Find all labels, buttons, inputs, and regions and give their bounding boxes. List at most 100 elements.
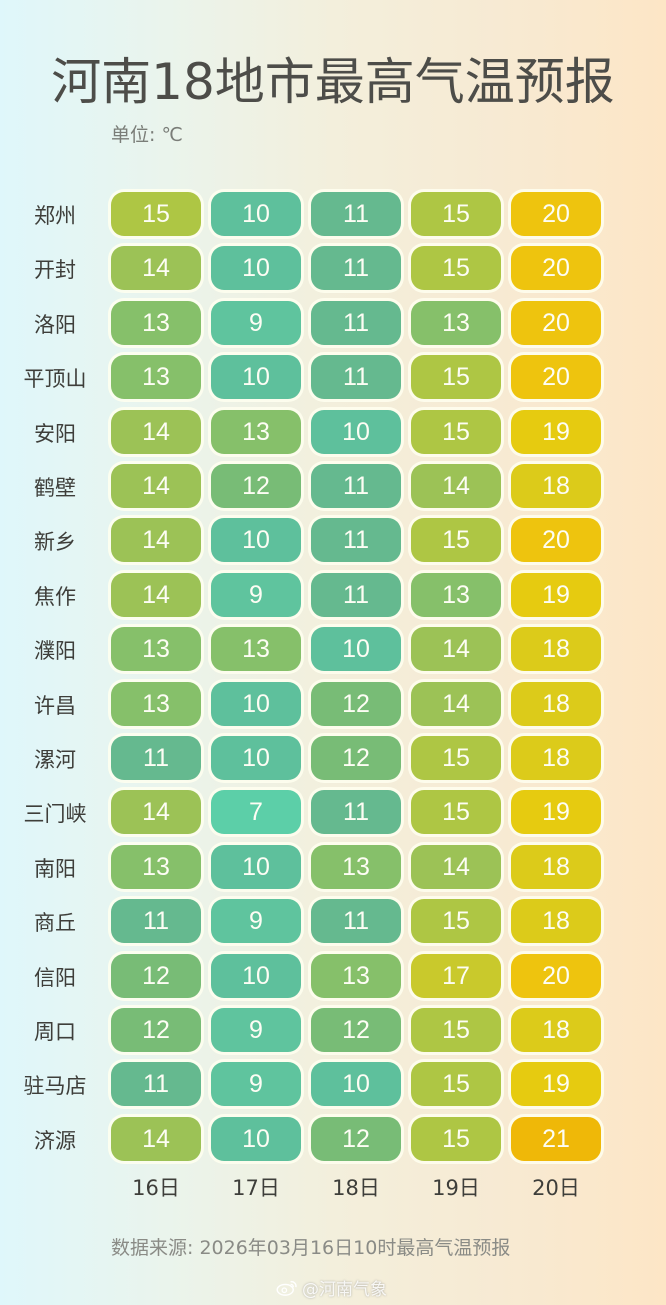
temperature-cell: 20 bbox=[511, 518, 601, 563]
temperature-cell: 11 bbox=[311, 790, 401, 835]
temperature-cell: 18 bbox=[511, 464, 601, 508]
unit-label: 单位: ℃ bbox=[111, 124, 183, 146]
temperature-cell: 13 bbox=[111, 300, 201, 345]
row-label-city: 洛阳 bbox=[34, 312, 76, 337]
temperature-cell: 18 bbox=[511, 736, 601, 780]
temperature-cell: 10 bbox=[211, 953, 301, 998]
temperature-cell: 20 bbox=[511, 300, 601, 345]
row-label-city: 商丘 bbox=[34, 911, 76, 936]
temperature-cell: 14 bbox=[411, 844, 501, 889]
row-label-city: 濮阳 bbox=[34, 639, 76, 664]
temperature-cell: 13 bbox=[211, 627, 301, 672]
row-label-city: 漯河 bbox=[34, 748, 76, 772]
temperature-cell: 20 bbox=[511, 953, 601, 998]
temperature-cell: 10 bbox=[211, 518, 301, 563]
temperature-cell: 14 bbox=[411, 627, 501, 672]
temperature-cell: 15 bbox=[411, 1116, 501, 1161]
row-label-city: 平顶山 bbox=[23, 367, 87, 392]
temperature-cell: 18 bbox=[511, 899, 601, 944]
temperature-cell: 12 bbox=[111, 1008, 201, 1052]
temperature-cell: 12 bbox=[311, 1116, 401, 1161]
temperature-cell: 11 bbox=[311, 192, 401, 236]
temperature-cell: 21 bbox=[511, 1116, 601, 1161]
temperature-cell: 15 bbox=[411, 192, 501, 236]
temperature-cell: 10 bbox=[211, 355, 301, 400]
temperature-cell: 9 bbox=[211, 572, 301, 617]
temperature-cell: 11 bbox=[311, 355, 401, 400]
temperature-cell: 18 bbox=[511, 681, 601, 726]
row-label-city: 郑州 bbox=[34, 204, 76, 228]
row-label-city: 三门峡 bbox=[23, 802, 87, 827]
temperature-cell: 11 bbox=[311, 464, 401, 508]
temperature-cell: 10 bbox=[311, 1062, 401, 1107]
temperature-cell: 20 bbox=[511, 246, 601, 291]
temperature-cell: 13 bbox=[111, 844, 201, 889]
row-label-city: 周口 bbox=[34, 1020, 76, 1044]
row-label-city: 驻马店 bbox=[23, 1074, 87, 1099]
temperature-cell: 13 bbox=[411, 572, 501, 617]
temperature-cell: 15 bbox=[411, 899, 501, 944]
temperature-cell: 10 bbox=[311, 409, 401, 454]
temperature-cell: 15 bbox=[411, 1062, 501, 1107]
temperature-cell: 10 bbox=[211, 1116, 301, 1161]
temperature-cell: 15 bbox=[411, 355, 501, 400]
temperature-cell: 14 bbox=[111, 790, 201, 835]
temperature-cell: 11 bbox=[311, 246, 401, 291]
temperature-cell: 13 bbox=[311, 953, 401, 998]
row-label-city: 南阳 bbox=[34, 856, 76, 881]
temperature-cell: 15 bbox=[411, 409, 501, 454]
column-label-date: 19日 bbox=[432, 1176, 480, 1200]
row-label-city: 焦作 bbox=[34, 584, 76, 609]
temperature-cell: 10 bbox=[211, 192, 301, 236]
temperature-cell: 11 bbox=[311, 572, 401, 617]
column-label-date: 20日 bbox=[532, 1176, 580, 1200]
data-source-note: 数据来源: 2026年03月16日10时最高气温预报 bbox=[111, 1237, 511, 1259]
temperature-cell: 10 bbox=[211, 681, 301, 726]
temperature-cell: 7 bbox=[211, 790, 301, 835]
temperature-cell: 15 bbox=[411, 736, 501, 780]
temperature-cell: 15 bbox=[411, 246, 501, 291]
temperature-cell: 10 bbox=[311, 627, 401, 672]
row-label-city: 信阳 bbox=[34, 965, 76, 990]
temperature-cell: 14 bbox=[111, 1116, 201, 1161]
temperature-cell: 10 bbox=[211, 246, 301, 291]
temperature-cell: 19 bbox=[511, 790, 601, 835]
row-label-city: 济源 bbox=[34, 1128, 76, 1153]
temperature-cell: 12 bbox=[311, 681, 401, 726]
temperature-cell: 10 bbox=[211, 844, 301, 889]
temperature-cell: 12 bbox=[311, 736, 401, 780]
temperature-cell: 18 bbox=[511, 627, 601, 672]
temperature-cell: 17 bbox=[411, 953, 501, 998]
temperature-cell: 18 bbox=[511, 844, 601, 889]
temperature-cell: 13 bbox=[411, 300, 501, 345]
temperature-cell: 11 bbox=[111, 899, 201, 944]
temperature-cell: 11 bbox=[111, 1062, 201, 1107]
row-label-city: 许昌 bbox=[34, 693, 76, 718]
temperature-cell: 9 bbox=[211, 300, 301, 345]
temperature-cell: 20 bbox=[511, 192, 601, 236]
column-label-date: 17日 bbox=[232, 1176, 280, 1200]
row-label-city: 开封 bbox=[34, 258, 76, 283]
temperature-cell: 19 bbox=[511, 572, 601, 617]
row-label-city: 新乡 bbox=[34, 530, 76, 555]
temperature-cell: 15 bbox=[411, 790, 501, 835]
chart-title: 河南18地市最高气温预报 bbox=[51, 53, 615, 111]
temperature-cell: 11 bbox=[311, 518, 401, 563]
temperature-cell: 14 bbox=[111, 409, 201, 454]
temperature-cell: 15 bbox=[111, 192, 201, 236]
temperature-cell: 12 bbox=[211, 464, 301, 508]
temperature-cell: 14 bbox=[111, 246, 201, 291]
watermark: @河南气象 bbox=[276, 1275, 387, 1300]
temperature-cell: 13 bbox=[111, 355, 201, 400]
temperature-cell: 9 bbox=[211, 899, 301, 944]
temperature-cell: 12 bbox=[111, 953, 201, 998]
temperature-cell: 14 bbox=[111, 518, 201, 563]
temperature-cell: 20 bbox=[511, 355, 601, 400]
temperature-cell: 11 bbox=[311, 899, 401, 944]
watermark-text: @河南气象 bbox=[302, 1280, 387, 1300]
temperature-cell: 13 bbox=[111, 627, 201, 672]
weibo-icon bbox=[276, 1280, 297, 1296]
row-label-city: 安阳 bbox=[34, 421, 76, 446]
temperature-cell: 9 bbox=[211, 1062, 301, 1107]
temperature-cell: 15 bbox=[411, 1008, 501, 1052]
